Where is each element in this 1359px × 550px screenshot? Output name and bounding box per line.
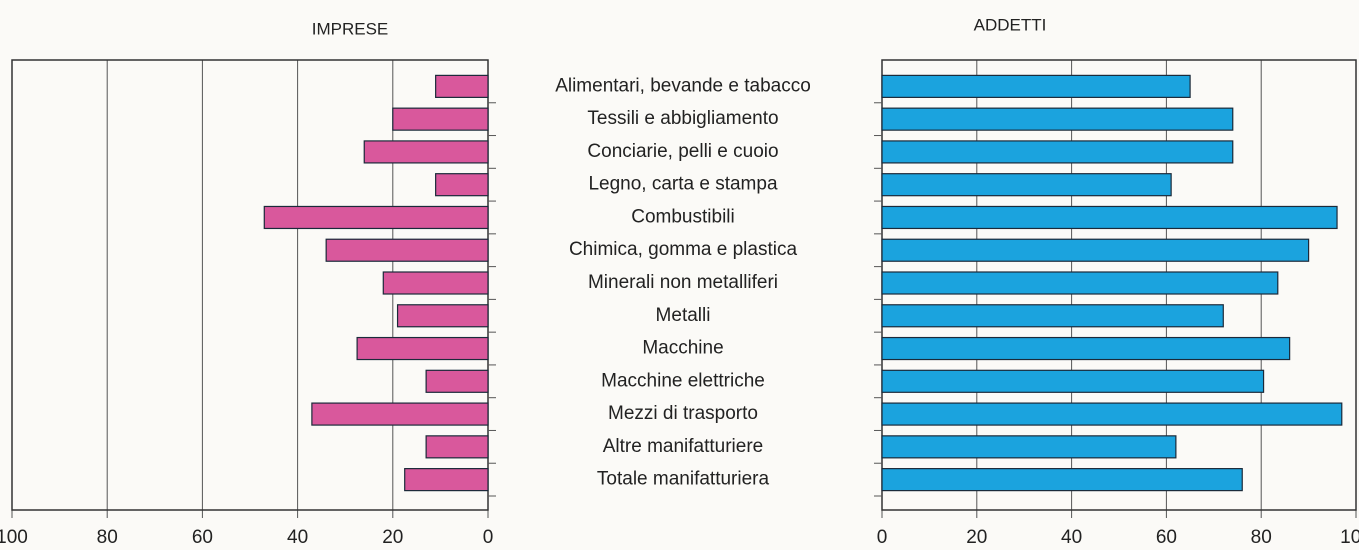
x-tick-label: 20 xyxy=(966,527,987,548)
bar xyxy=(881,140,1234,164)
x-tick-label: 80 xyxy=(1251,527,1272,548)
x-tick-label: 40 xyxy=(1061,527,1082,548)
bar xyxy=(881,107,1234,131)
x-tick-label: 40 xyxy=(287,527,308,548)
bar xyxy=(425,369,489,393)
chart-title: IMPRESE xyxy=(312,19,389,38)
category-label: Macchine elettriche xyxy=(601,370,765,391)
bar xyxy=(881,468,1243,492)
bar xyxy=(881,271,1279,295)
bar xyxy=(325,238,489,262)
bar xyxy=(881,304,1224,328)
bar xyxy=(356,336,489,361)
bar xyxy=(881,369,1265,393)
x-tick-label: 0 xyxy=(877,527,888,548)
bar xyxy=(881,238,1310,262)
bar xyxy=(396,304,489,328)
bar xyxy=(881,173,1172,197)
category-label: Macchine xyxy=(642,338,723,359)
bar xyxy=(382,271,489,295)
category-label: Chimica, gomma e plastica xyxy=(569,239,798,260)
bar xyxy=(425,435,489,459)
bar xyxy=(404,468,489,492)
x-tick-label: 80 xyxy=(97,527,118,548)
bar xyxy=(363,140,489,164)
x-tick-label: 100 xyxy=(1340,527,1359,548)
chart-title: ADDETTI xyxy=(974,15,1047,34)
x-tick-label: 60 xyxy=(1156,527,1177,548)
bar xyxy=(881,205,1338,230)
bar xyxy=(881,74,1191,98)
bar xyxy=(311,402,489,426)
category-label: Minerali non metalliferi xyxy=(588,272,778,293)
bar xyxy=(881,336,1291,361)
bar xyxy=(392,107,489,131)
bar xyxy=(263,205,489,230)
category-label: Legno, carta e stampa xyxy=(588,174,777,195)
category-label: Conciarie, pelli e cuoio xyxy=(587,141,778,162)
category-label: Totale manifatturiera xyxy=(597,469,770,490)
bar xyxy=(435,173,489,197)
category-label: Alimentari, bevande e tabacco xyxy=(555,75,811,96)
x-tick-label: 100 xyxy=(0,527,28,548)
category-label: Metalli xyxy=(656,305,711,326)
bar xyxy=(881,435,1177,459)
bar xyxy=(881,402,1343,426)
bar xyxy=(435,74,489,98)
category-label: Altre manifatturiere xyxy=(603,436,764,457)
category-label: Combustibili xyxy=(631,206,734,227)
category-label: Tessili e abbigliamento xyxy=(587,108,778,129)
x-tick-label: 0 xyxy=(483,527,494,548)
category-label: Mezzi di trasporto xyxy=(608,403,758,424)
x-tick-label: 20 xyxy=(382,527,403,548)
x-tick-label: 60 xyxy=(192,527,213,548)
